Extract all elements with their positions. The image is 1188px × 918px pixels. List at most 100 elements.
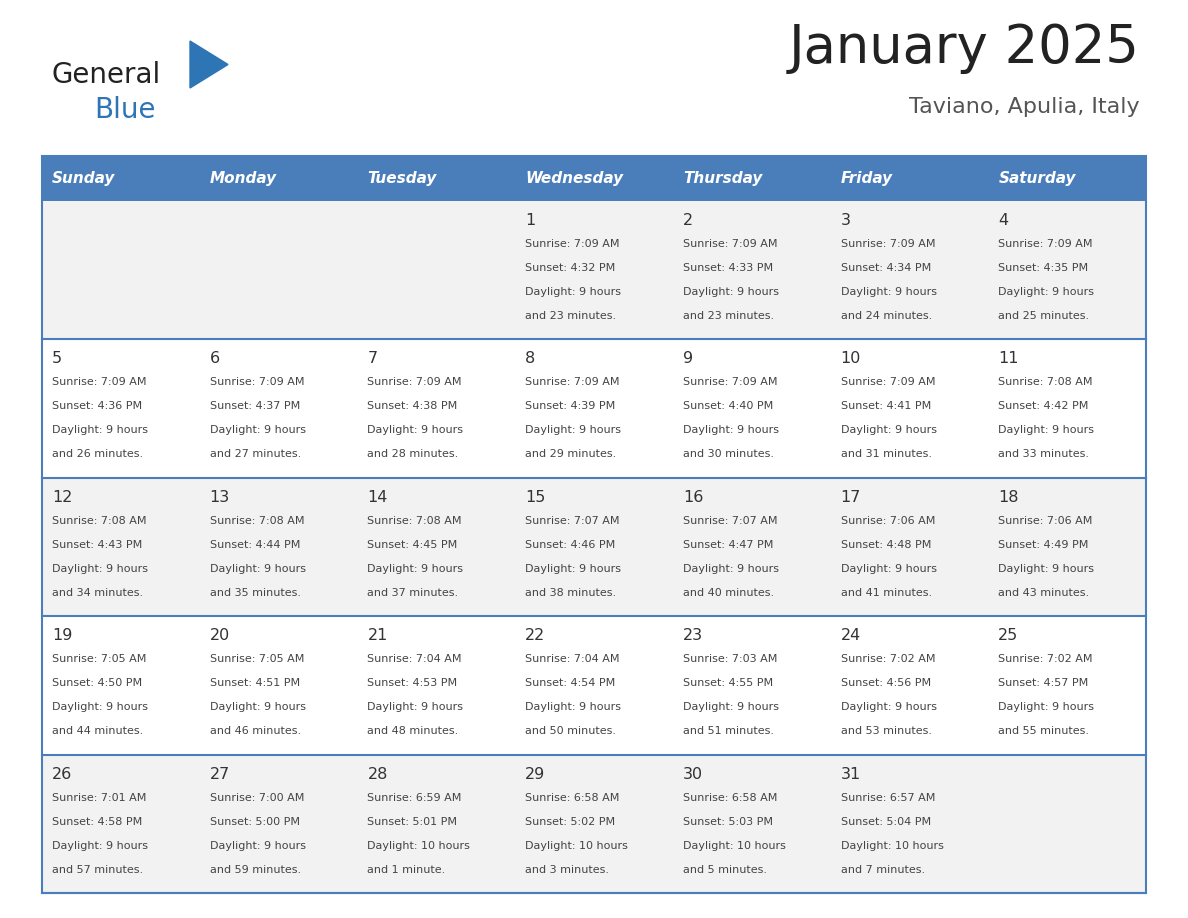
Text: Daylight: 9 hours: Daylight: 9 hours <box>210 841 305 851</box>
Text: Sunrise: 7:09 AM: Sunrise: 7:09 AM <box>525 239 620 249</box>
Text: January 2025: January 2025 <box>789 22 1140 74</box>
Text: and 31 minutes.: and 31 minutes. <box>841 450 931 459</box>
Text: Sunrise: 7:09 AM: Sunrise: 7:09 AM <box>998 239 1093 249</box>
Text: and 50 minutes.: and 50 minutes. <box>525 726 617 736</box>
Text: 10: 10 <box>841 352 861 366</box>
Text: Sunrise: 7:06 AM: Sunrise: 7:06 AM <box>841 516 935 526</box>
Text: Sunrise: 7:09 AM: Sunrise: 7:09 AM <box>525 377 620 387</box>
Bar <box>42 201 1146 340</box>
Text: Sunrise: 7:08 AM: Sunrise: 7:08 AM <box>998 377 1093 387</box>
Text: Daylight: 9 hours: Daylight: 9 hours <box>841 287 936 297</box>
Text: and 57 minutes.: and 57 minutes. <box>52 865 143 875</box>
Text: Sunset: 4:41 PM: Sunset: 4:41 PM <box>841 401 931 411</box>
Text: Sunset: 4:39 PM: Sunset: 4:39 PM <box>525 401 615 411</box>
Text: Sunset: 4:49 PM: Sunset: 4:49 PM <box>998 540 1088 550</box>
Text: Sunset: 4:40 PM: Sunset: 4:40 PM <box>683 401 773 411</box>
Text: and 5 minutes.: and 5 minutes. <box>683 865 767 875</box>
Text: and 3 minutes.: and 3 minutes. <box>525 865 609 875</box>
Text: Sunday: Sunday <box>52 171 115 186</box>
Text: Sunset: 4:56 PM: Sunset: 4:56 PM <box>841 678 930 688</box>
Text: Daylight: 9 hours: Daylight: 9 hours <box>525 702 621 712</box>
Text: 17: 17 <box>841 490 861 505</box>
Text: Sunset: 4:43 PM: Sunset: 4:43 PM <box>52 540 143 550</box>
Text: and 43 minutes.: and 43 minutes. <box>998 588 1089 598</box>
Text: and 29 minutes.: and 29 minutes. <box>525 450 617 459</box>
Text: Daylight: 9 hours: Daylight: 9 hours <box>525 425 621 435</box>
Text: Daylight: 9 hours: Daylight: 9 hours <box>52 564 148 574</box>
Text: Sunset: 4:53 PM: Sunset: 4:53 PM <box>367 678 457 688</box>
Text: and 37 minutes.: and 37 minutes. <box>367 588 459 598</box>
Text: Sunrise: 7:00 AM: Sunrise: 7:00 AM <box>210 792 304 802</box>
Text: Sunset: 4:51 PM: Sunset: 4:51 PM <box>210 678 299 688</box>
Text: Daylight: 9 hours: Daylight: 9 hours <box>52 841 148 851</box>
Text: and 24 minutes.: and 24 minutes. <box>841 311 931 321</box>
Text: Sunset: 4:37 PM: Sunset: 4:37 PM <box>210 401 299 411</box>
Text: and 35 minutes.: and 35 minutes. <box>210 588 301 598</box>
Text: 22: 22 <box>525 628 545 644</box>
Text: Daylight: 10 hours: Daylight: 10 hours <box>525 841 628 851</box>
Text: Daylight: 9 hours: Daylight: 9 hours <box>841 425 936 435</box>
Text: and 40 minutes.: and 40 minutes. <box>683 588 775 598</box>
Text: Thursday: Thursday <box>683 171 763 186</box>
Text: 23: 23 <box>683 628 703 644</box>
Text: Sunset: 4:38 PM: Sunset: 4:38 PM <box>367 401 457 411</box>
Bar <box>42 616 1146 755</box>
Text: Sunrise: 7:09 AM: Sunrise: 7:09 AM <box>683 377 777 387</box>
Text: Sunset: 4:32 PM: Sunset: 4:32 PM <box>525 263 615 273</box>
Bar <box>42 755 1146 893</box>
Text: Saturday: Saturday <box>998 171 1076 186</box>
Text: Sunrise: 7:08 AM: Sunrise: 7:08 AM <box>52 516 146 526</box>
Text: Sunset: 4:55 PM: Sunset: 4:55 PM <box>683 678 773 688</box>
Text: Sunset: 4:48 PM: Sunset: 4:48 PM <box>841 540 931 550</box>
Text: 28: 28 <box>367 767 387 781</box>
Text: Sunset: 4:46 PM: Sunset: 4:46 PM <box>525 540 615 550</box>
Text: Sunset: 4:34 PM: Sunset: 4:34 PM <box>841 263 931 273</box>
Text: Sunrise: 7:07 AM: Sunrise: 7:07 AM <box>683 516 777 526</box>
Text: Daylight: 9 hours: Daylight: 9 hours <box>841 564 936 574</box>
Text: Daylight: 10 hours: Daylight: 10 hours <box>367 841 470 851</box>
Text: Daylight: 10 hours: Daylight: 10 hours <box>683 841 785 851</box>
Text: Sunset: 4:54 PM: Sunset: 4:54 PM <box>525 678 615 688</box>
Text: 4: 4 <box>998 213 1009 228</box>
Text: General: General <box>52 61 162 89</box>
Bar <box>42 477 1146 616</box>
Text: Daylight: 9 hours: Daylight: 9 hours <box>52 425 148 435</box>
Text: Friday: Friday <box>841 171 892 186</box>
Text: 5: 5 <box>52 352 62 366</box>
Text: Sunrise: 7:09 AM: Sunrise: 7:09 AM <box>210 377 304 387</box>
Text: Sunset: 5:00 PM: Sunset: 5:00 PM <box>210 817 299 826</box>
Text: 18: 18 <box>998 490 1019 505</box>
Text: 11: 11 <box>998 352 1019 366</box>
Text: and 51 minutes.: and 51 minutes. <box>683 726 773 736</box>
Text: Sunrise: 7:02 AM: Sunrise: 7:02 AM <box>998 655 1093 665</box>
Text: Sunset: 4:35 PM: Sunset: 4:35 PM <box>998 263 1088 273</box>
Text: Daylight: 9 hours: Daylight: 9 hours <box>367 702 463 712</box>
Text: Sunset: 5:03 PM: Sunset: 5:03 PM <box>683 817 773 826</box>
Text: Daylight: 9 hours: Daylight: 9 hours <box>683 287 779 297</box>
Text: Daylight: 9 hours: Daylight: 9 hours <box>367 564 463 574</box>
Text: Sunrise: 6:58 AM: Sunrise: 6:58 AM <box>683 792 777 802</box>
Text: Sunrise: 7:04 AM: Sunrise: 7:04 AM <box>525 655 620 665</box>
Text: 16: 16 <box>683 490 703 505</box>
Text: Daylight: 9 hours: Daylight: 9 hours <box>841 702 936 712</box>
Text: Taviano, Apulia, Italy: Taviano, Apulia, Italy <box>909 97 1140 117</box>
Text: Sunset: 5:04 PM: Sunset: 5:04 PM <box>841 817 930 826</box>
Text: Sunrise: 7:09 AM: Sunrise: 7:09 AM <box>367 377 462 387</box>
Text: 8: 8 <box>525 352 536 366</box>
Text: Blue: Blue <box>94 96 156 124</box>
Text: 9: 9 <box>683 352 693 366</box>
Text: 6: 6 <box>210 352 220 366</box>
Text: Sunset: 4:45 PM: Sunset: 4:45 PM <box>367 540 457 550</box>
Text: Sunrise: 7:09 AM: Sunrise: 7:09 AM <box>683 239 777 249</box>
Text: and 23 minutes.: and 23 minutes. <box>525 311 617 321</box>
Text: and 30 minutes.: and 30 minutes. <box>683 450 773 459</box>
Text: and 38 minutes.: and 38 minutes. <box>525 588 617 598</box>
Text: and 28 minutes.: and 28 minutes. <box>367 450 459 459</box>
Text: Daylight: 9 hours: Daylight: 9 hours <box>998 564 1094 574</box>
Text: and 48 minutes.: and 48 minutes. <box>367 726 459 736</box>
Bar <box>42 156 1146 893</box>
Text: 13: 13 <box>210 490 230 505</box>
Text: Sunset: 4:47 PM: Sunset: 4:47 PM <box>683 540 773 550</box>
Text: Sunrise: 7:01 AM: Sunrise: 7:01 AM <box>52 792 146 802</box>
Polygon shape <box>190 41 228 88</box>
